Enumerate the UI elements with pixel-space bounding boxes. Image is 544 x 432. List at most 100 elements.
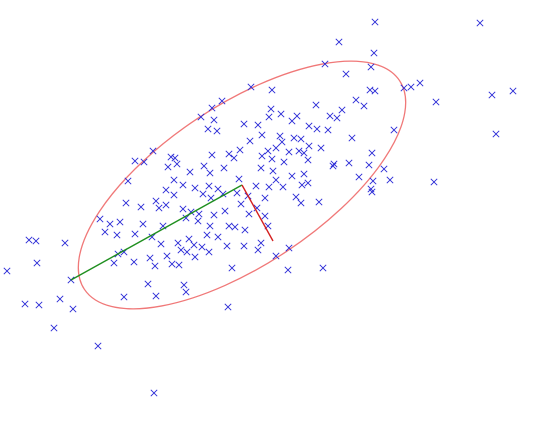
data-point [131,230,139,238]
data-point [94,342,102,350]
data-point [236,146,244,154]
data-point [371,87,379,95]
data-point [152,197,160,205]
data-point [162,186,170,194]
data-point [170,176,178,184]
data-point [368,149,376,157]
data-point [264,147,272,155]
data-point [149,147,157,155]
data-point [258,131,266,139]
data-point [191,253,199,261]
data-point [150,389,158,397]
data-point [199,190,207,198]
data-point [210,116,218,124]
data-point [342,70,350,78]
data-point [116,218,124,226]
minor-axis-line [241,184,274,242]
data-point [146,254,154,262]
data-point [179,205,187,213]
data-point [258,152,266,160]
data-point [205,182,213,190]
data-point [96,215,104,223]
data-point [233,189,241,197]
data-point [180,281,188,289]
data-point [416,79,424,87]
data-point [171,154,179,162]
data-point [304,156,312,164]
data-point [205,248,213,256]
data-point [380,165,388,173]
data-point [208,104,216,112]
data-point [324,126,332,134]
data-point [345,159,353,167]
data-point [101,228,109,236]
data-point [113,231,121,239]
data-point [162,201,170,209]
data-point [268,86,276,94]
data-point [186,168,194,176]
data-point [124,177,132,185]
principal-axes-layer [70,184,274,281]
data-point [50,324,58,332]
confidence-ellipse [77,60,407,310]
data-point [167,153,175,161]
data-point [338,106,346,114]
data-point [312,101,320,109]
data-point [190,241,198,249]
data-point [300,170,308,178]
data-point [370,49,378,57]
data-point [304,179,312,187]
data-point [144,280,152,288]
data-point [268,155,276,163]
data-point [194,217,202,225]
data-point [272,176,280,184]
data-point [371,18,379,26]
data-point [265,183,273,191]
data-point [241,226,249,234]
data-point [231,223,239,231]
data-point [476,19,484,27]
data-point [173,160,181,168]
data-point [247,83,255,91]
data-point [220,164,228,172]
data-point [278,138,286,146]
data-point [265,113,273,121]
data-point [3,267,11,275]
data-point [253,204,261,212]
data-point [276,132,284,140]
data-point [257,239,265,247]
data-point [131,157,139,165]
data-point [367,63,375,71]
major-axis-line [70,184,243,281]
data-point [155,204,163,212]
data-point [151,262,159,270]
data-point [254,121,262,129]
data-point [279,183,287,191]
data-point [365,161,373,169]
data-point [360,102,368,110]
data-point [69,305,77,313]
data-point [369,177,377,185]
data-point [509,87,517,95]
data-point [185,235,193,243]
data-point [152,292,160,300]
data-point [170,191,178,199]
data-point [298,181,306,189]
data-point [21,300,29,308]
data-point [225,222,233,230]
data-point [326,112,334,120]
data-point [257,164,265,172]
data-point [195,210,203,218]
data-point [348,134,356,142]
data-point [272,252,280,260]
data-point [245,210,253,218]
data-point [254,246,262,254]
data-point [175,261,183,269]
data-point [200,162,208,170]
data-point [122,199,130,207]
data-point [61,239,69,247]
data-point [204,125,212,133]
data-point [157,240,165,248]
data-point [130,258,138,266]
